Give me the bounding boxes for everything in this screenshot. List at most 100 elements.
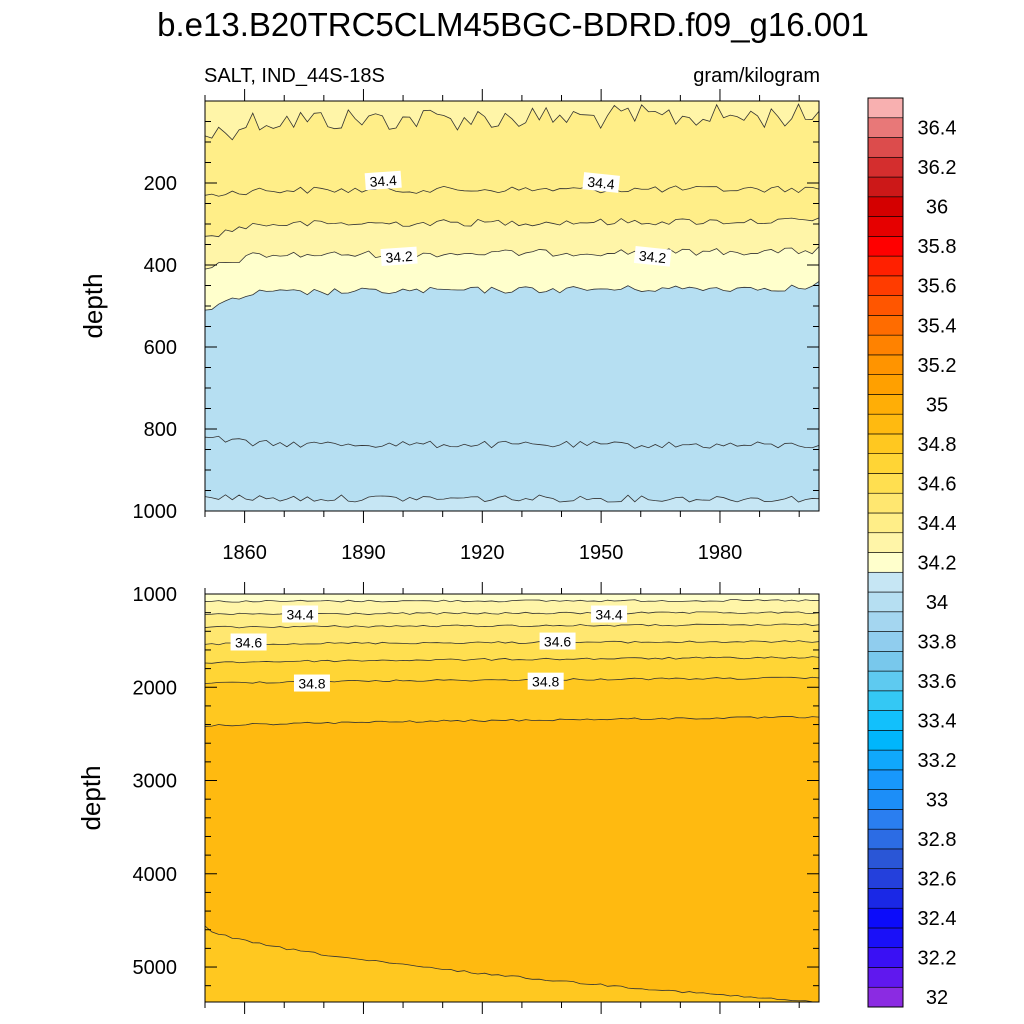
colorbar-box [867,868,904,889]
colorbar-label: 35.4 [918,315,957,337]
contour-line [205,716,819,727]
colorbar-box [867,907,904,929]
contour-label-bg [539,632,576,650]
contour-label-text: 34.8 [532,674,559,690]
colorbar-box [867,275,904,296]
contour-label-bg [293,674,330,692]
colorbar-label: 32.8 [918,829,957,851]
upper-y-axis-label: depth [78,273,108,338]
colorbar: 32 32.2 32.4 32.6 32.8 33 33.2 33.4 33.6 33.8 34 34… [867,97,957,1009]
colorbar-label: 34.2 [918,552,957,574]
contour-fills [205,594,819,1002]
colorbar-label: 36.4 [918,118,957,140]
contour-line [205,217,819,238]
contour-label-bg [230,633,267,651]
contour-label: 34.4 [282,605,319,623]
x-axis-ticks: 1860 1890 1920 1950 1980 [204,89,800,564]
contour-label-text: 34.4 [587,174,616,193]
chart-title: b.e13.B20TRC5CLM45BGC-BDRD.f09_g16.001 [157,6,869,43]
colorbar-box [867,295,904,316]
contour-label-bg [527,672,564,690]
colorbar-label: 35.8 [918,236,957,258]
colorbar-box [867,156,904,178]
contour-line [205,281,819,311]
x-tick-label: 1860 [222,542,267,564]
contour-label: 34.8 [293,674,330,692]
x-tick-label: 1950 [579,542,624,564]
contour-label-text: 34.4 [369,172,398,190]
colorbar-box [867,255,904,277]
contour-label: 34.4 [582,172,620,193]
y-tick-label: 1000 [133,584,178,606]
y-tick-label: 3000 [133,771,178,793]
colorbar-box [867,334,904,356]
contour-label: 34.6 [539,632,576,650]
colorbar-box [867,651,904,672]
contour-fills [205,101,819,511]
colorbar-label: 33.2 [918,750,957,772]
colorbar-box [867,591,904,613]
colorbar-label: 34.8 [918,434,957,456]
contour-label: 34.2 [380,246,418,267]
colorbar-box [867,848,904,869]
x-tick-label: 1920 [460,542,505,564]
contour-line [205,925,819,1002]
colorbar-box [867,690,904,711]
colorbar-box [867,571,904,593]
contour-line [205,656,819,664]
colorbar-label: 33.8 [918,631,957,653]
colorbar-label: 34.6 [918,473,957,495]
colorbar-box [867,216,904,237]
upper-panel: 34.4 34.4 34.2 34.2 200 400 600 800 1000 1860 1890… [133,89,820,564]
y-axis-ticks: 1000 2000 3000 4000 5000 [133,584,819,987]
colorbar-label: 36.2 [918,157,957,179]
y-tick-label: 5000 [133,957,178,979]
y-tick-label: 200 [144,173,177,195]
contour-label-text: 34.6 [235,634,262,650]
contour-label-text: 34.4 [595,607,622,623]
units-label: gram/kilogram [693,65,820,87]
lower-y-axis-label: depth [76,765,106,830]
y-tick-label: 800 [144,419,177,441]
contour-label-text: 34.4 [286,607,313,623]
variable-region-label: SALT, IND_44S-18S [204,65,385,87]
colorbar-label: 33.6 [918,671,957,693]
colorbar-box [867,433,904,454]
colorbar-box [867,631,904,652]
colorbar-box [867,315,904,336]
contour-band [205,281,819,449]
contour-label-bg [380,246,418,267]
colorbar-box [867,236,904,257]
contour-label-text: 34.2 [638,247,667,266]
colorbar-label: 32.4 [918,908,957,930]
y-axis-ticks: 200 400 600 800 1000 [133,100,819,523]
colorbar-box [867,374,904,395]
colorbar-label: 32.6 [918,869,957,891]
colorbar-box [867,394,904,415]
y-tick-label: 2000 [133,677,178,699]
colorbar-box [867,967,904,988]
colorbar-box [867,828,904,850]
contour-label-text: 34.8 [298,676,325,692]
contour-label: 34.6 [230,633,267,651]
contour-label-text: 34.6 [544,634,571,650]
contour-label-text: 34.2 [385,248,414,266]
colorbar-box [867,769,904,790]
colorbar-label: 32.2 [918,948,957,970]
colorbar-box [867,670,904,692]
colorbar-label: 32 [926,987,948,1009]
colorbar-label: 36 [926,197,948,219]
colorbar-box [867,927,904,949]
colorbar-box [867,354,904,375]
contour-line [205,494,819,503]
x-axis-ticks [204,582,800,1014]
contour-line [205,246,819,270]
colorbar-frame [867,97,904,1008]
colorbar-label: 35.6 [918,276,957,298]
colorbar-box [867,552,904,573]
colorbar-label: 33 [926,790,948,812]
colorbar-box [867,888,904,909]
colorbar-label: 35.2 [918,355,957,377]
colorbar-label: 34 [926,592,948,614]
y-tick-label: 4000 [133,864,178,886]
